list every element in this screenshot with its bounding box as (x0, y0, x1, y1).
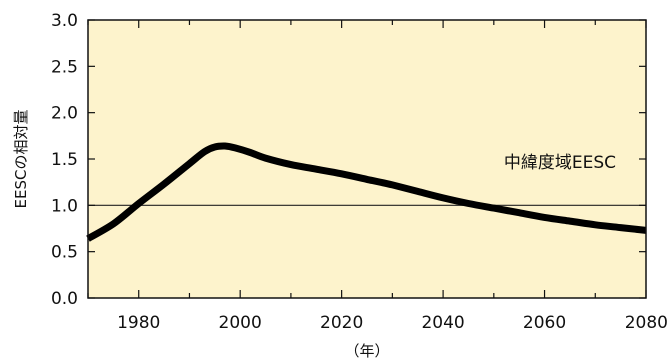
series-line-eesc (86, 142, 647, 242)
y-tick-labels: 0.0 0.5 1.0 1.5 2.0 2.5 3.0 (51, 11, 78, 309)
x-tick-label: 2080 (625, 313, 668, 333)
y-tick-label: 1.0 (51, 196, 78, 216)
y-tick-label: 2.5 (51, 57, 78, 77)
x-tick-label: 1980 (117, 313, 160, 333)
y-tick-label: 0.0 (51, 289, 78, 309)
y-axis-title: EESCの相対量 (12, 110, 30, 209)
x-tick-label: 2000 (219, 313, 262, 333)
x-tick-labels: 1980 2000 2020 2040 2060 2080 (117, 313, 668, 333)
y-tick-label: 1.5 (51, 150, 78, 170)
x-axis-title: （年） (344, 342, 389, 360)
plot-area (88, 20, 646, 298)
series-label: 中緯度域EESC (504, 153, 616, 173)
x-tick-label: 2020 (320, 313, 363, 333)
x-tick-label: 2040 (421, 313, 464, 333)
x-tick-label: 2060 (523, 313, 566, 333)
y-tick-label: 2.0 (51, 104, 78, 124)
y-tick-label: 0.5 (51, 243, 78, 263)
y-tick-label: 3.0 (51, 11, 78, 31)
plot-frame (87, 19, 647, 299)
